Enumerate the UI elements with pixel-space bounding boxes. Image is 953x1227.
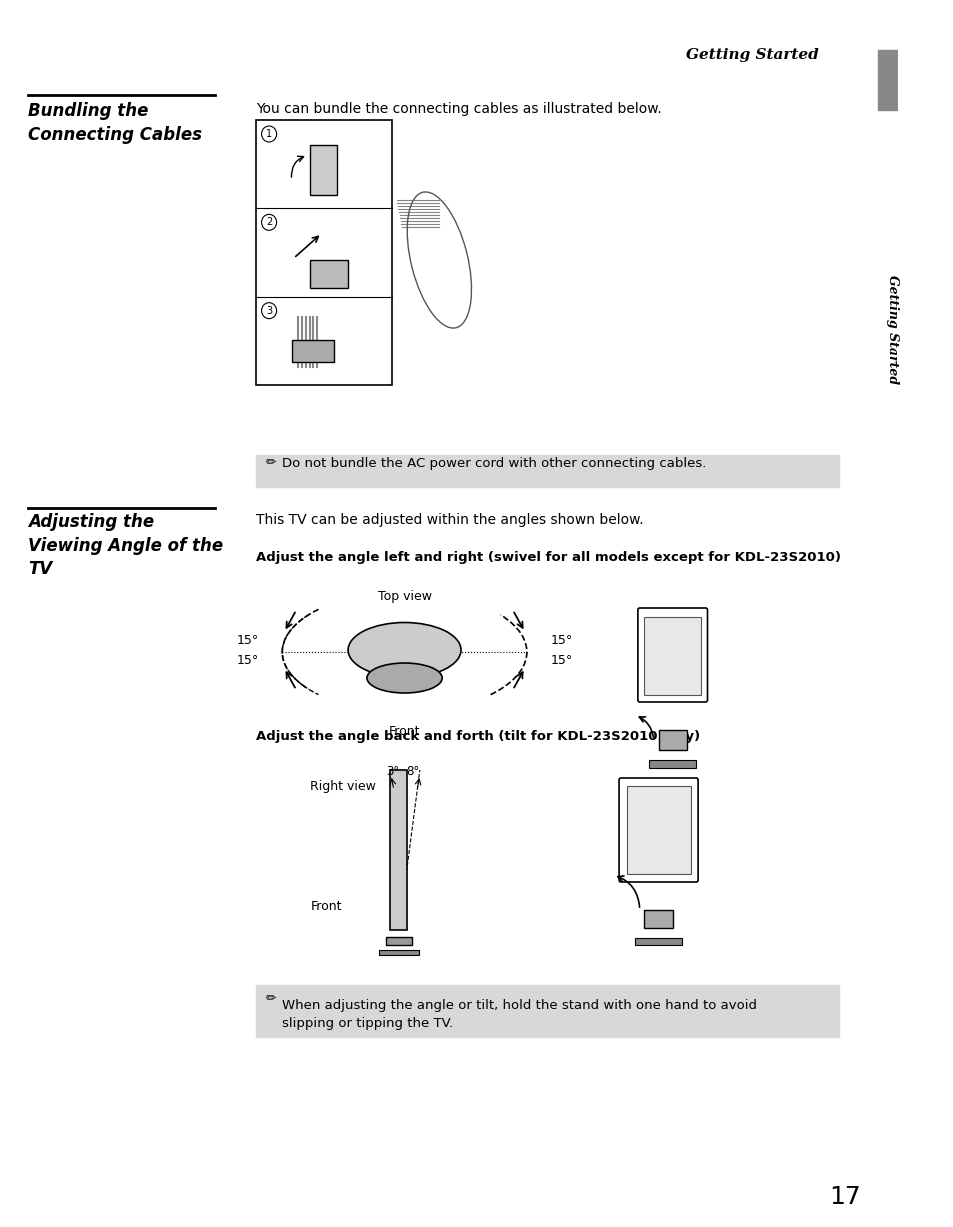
Bar — [635, 937, 681, 945]
Text: Front: Front — [389, 725, 420, 737]
Text: 3°: 3° — [385, 764, 398, 778]
Bar — [255, 120, 392, 385]
Bar — [292, 340, 334, 362]
Text: 15°: 15° — [236, 633, 258, 647]
Text: ✏: ✏ — [265, 993, 275, 1005]
Text: When adjusting the angle or tilt, hold the stand with one hand to avoid
slipping: When adjusting the angle or tilt, hold t… — [282, 999, 757, 1029]
Text: This TV can be adjusted within the angles shown below.: This TV can be adjusted within the angle… — [255, 513, 643, 528]
Text: 8°: 8° — [406, 764, 419, 778]
Bar — [877, 50, 897, 110]
Bar — [255, 455, 839, 487]
Bar — [644, 617, 700, 694]
Text: Adjust the angle left and right (swivel for all models except for KDL-23S2010): Adjust the angle left and right (swivel … — [255, 551, 840, 564]
Ellipse shape — [348, 622, 460, 677]
Text: ✏: ✏ — [265, 456, 275, 470]
Text: You can bundle the connecting cables as illustrated below.: You can bundle the connecting cables as … — [255, 102, 661, 117]
Bar — [385, 937, 412, 945]
Text: Right view: Right view — [310, 780, 375, 793]
Text: 15°: 15° — [550, 633, 572, 647]
Circle shape — [261, 126, 276, 142]
Bar — [255, 985, 839, 1037]
Text: Bundling the
Connecting Cables: Bundling the Connecting Cables — [29, 102, 202, 144]
Text: 15°: 15° — [550, 654, 572, 666]
Text: Front: Front — [310, 899, 341, 913]
Bar — [644, 910, 672, 928]
Text: Getting Started: Getting Started — [685, 48, 818, 63]
Ellipse shape — [367, 663, 442, 693]
FancyBboxPatch shape — [618, 778, 698, 882]
Text: 15°: 15° — [236, 654, 258, 666]
Bar — [626, 787, 690, 874]
Bar — [310, 145, 336, 195]
Text: Do not bundle the AC power cord with other connecting cables.: Do not bundle the AC power cord with oth… — [282, 456, 706, 470]
Text: 1: 1 — [266, 129, 272, 139]
Text: 17: 17 — [828, 1185, 860, 1209]
Bar — [658, 730, 686, 750]
Text: Top view: Top view — [377, 590, 431, 602]
Circle shape — [261, 215, 276, 231]
Bar — [378, 950, 418, 955]
Circle shape — [261, 303, 276, 319]
Text: Adjust the angle back and forth (tilt for KDL-23S2010 only): Adjust the angle back and forth (tilt fo… — [255, 730, 700, 744]
FancyBboxPatch shape — [638, 609, 707, 702]
Text: Getting Started: Getting Started — [885, 275, 899, 384]
Text: 3: 3 — [266, 306, 272, 315]
Bar — [648, 760, 696, 768]
Text: 2: 2 — [266, 217, 272, 227]
Bar — [390, 771, 407, 930]
Bar — [310, 260, 348, 288]
Text: Adjusting the
Viewing Angle of the
TV: Adjusting the Viewing Angle of the TV — [29, 513, 223, 578]
